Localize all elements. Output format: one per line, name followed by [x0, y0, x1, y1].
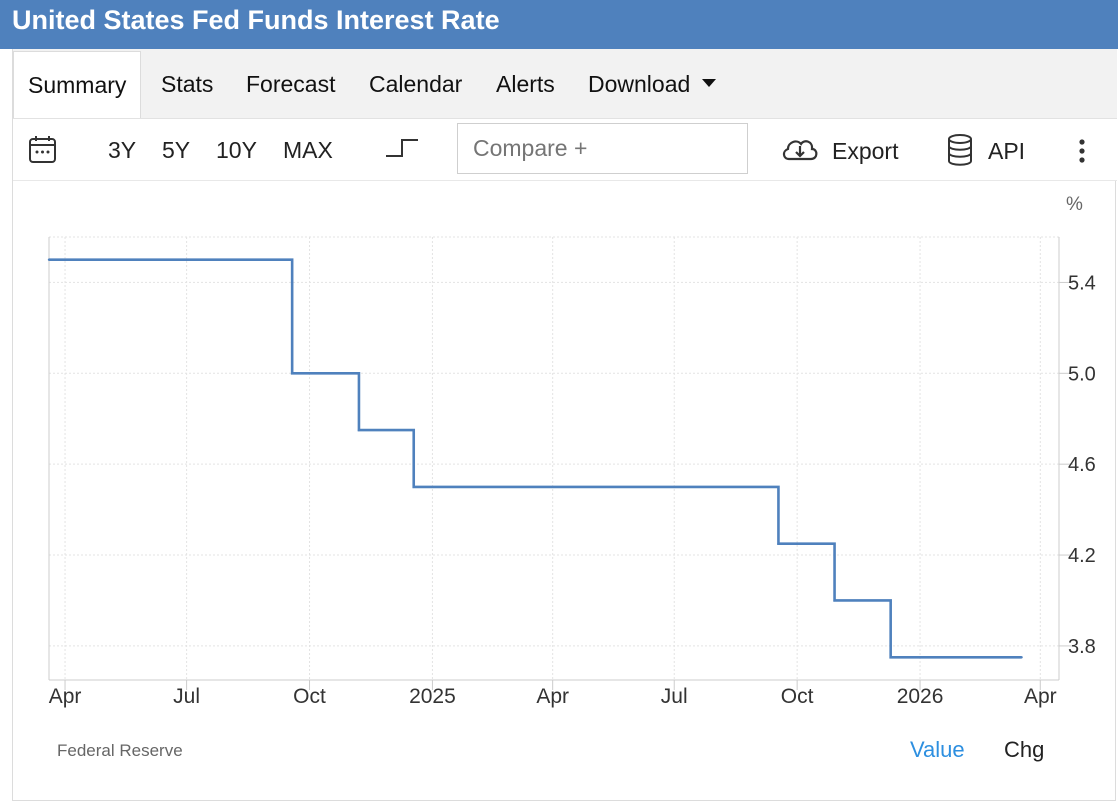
series-group — [47, 258, 1023, 659]
tab-forecast-label: Forecast — [246, 71, 336, 97]
chg-mode-button[interactable]: Chg — [1004, 737, 1045, 762]
tab-alerts-label: Alerts — [496, 71, 555, 97]
tab-summary[interactable]: Summary — [13, 51, 142, 118]
page-title: United States Fed Funds Interest Rate — [12, 5, 500, 35]
more-vertical-icon[interactable] — [1075, 137, 1089, 171]
tab-alerts[interactable]: Alerts — [496, 51, 555, 118]
x-tick-label: 2026 — [897, 685, 944, 708]
axes — [48, 237, 1073, 690]
compare-input[interactable] — [457, 123, 748, 174]
grid-lines — [49, 236, 1059, 680]
data-point — [47, 258, 51, 261]
tab-calendar-label: Calendar — [369, 71, 463, 97]
cloud-download-icon[interactable] — [780, 133, 820, 171]
y-tick-label: 5.0 — [1068, 363, 1096, 385]
data-point — [357, 428, 361, 432]
x-tick-label: Jul — [661, 685, 688, 708]
y-tick-label: 4.2 — [1068, 545, 1096, 567]
calendar-icon[interactable] — [28, 133, 58, 171]
x-tick-label: Oct — [293, 685, 326, 708]
data-point — [889, 656, 892, 659]
x-tick-label: Apr — [1024, 685, 1057, 708]
tab-summary-label: Summary — [28, 72, 127, 98]
range-5y-button[interactable]: 5Y — [162, 137, 191, 163]
value-mode-button[interactable]: Value — [910, 737, 965, 762]
data-point — [290, 372, 294, 375]
range-3y-button[interactable]: 3Y — [108, 137, 137, 163]
tab-calendar[interactable]: Calendar — [369, 51, 462, 118]
x-tick-label: Oct — [781, 685, 814, 708]
y-tick-label: 4.6 — [1068, 454, 1096, 476]
x-tick-label: Apr — [536, 685, 569, 708]
y-tick-labels: 3.8 4.2 4.6 5.0 5.4 — [1068, 272, 1096, 657]
data-point — [1020, 656, 1023, 659]
source-label: Federal Reserve — [57, 741, 183, 760]
tab-download[interactable]: Download — [588, 51, 717, 118]
chart-toolbar: 3Y 5Y 10Y MAX Export API — [13, 119, 1117, 181]
export-button[interactable]: Export — [832, 138, 899, 164]
tab-stats[interactable]: Stats — [161, 51, 213, 118]
range-max-button[interactable]: MAX — [283, 137, 333, 163]
title-bar: United States Fed Funds Interest Rate — [0, 0, 1118, 49]
chart-panel: Summary Stats Forecast Calendar Alerts D… — [12, 49, 1117, 801]
x-tick-label: 2025 — [409, 685, 456, 708]
api-button[interactable]: API — [988, 138, 1026, 164]
x-tick-label: Jul — [173, 685, 200, 708]
tab-download-label: Download — [588, 71, 691, 97]
series-line — [49, 258, 1022, 659]
x-tick-labels: Apr Jul Oct 2025 Apr Jul Oct 2026 Apr — [49, 685, 1057, 708]
data-point — [833, 599, 836, 602]
tab-bar: Summary Stats Forecast Calendar Alerts D… — [13, 49, 1117, 119]
y-tick-label: 3.8 — [1068, 636, 1096, 658]
tab-forecast[interactable]: Forecast — [246, 51, 335, 118]
unit-label: % — [1066, 194, 1083, 215]
x-tick-label: Apr — [49, 685, 82, 708]
y-tick-label: 5.4 — [1068, 272, 1096, 294]
step-line-icon[interactable] — [384, 134, 420, 168]
range-10y-button[interactable]: 10Y — [216, 137, 257, 163]
chevron-down-icon — [702, 78, 717, 87]
database-icon[interactable] — [946, 133, 974, 173]
data-point — [412, 485, 415, 489]
data-point — [777, 542, 780, 545]
tab-stats-label: Stats — [161, 71, 214, 97]
